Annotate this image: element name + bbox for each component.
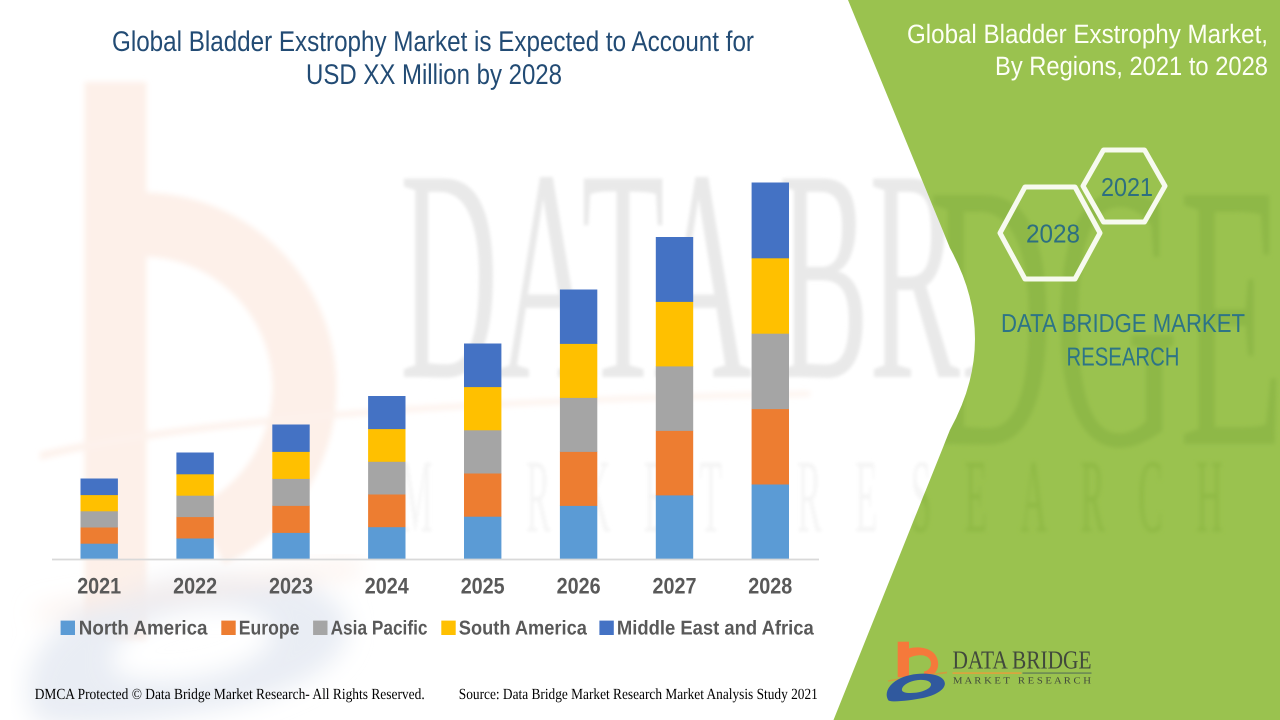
svg-text:South America: South America (459, 618, 588, 640)
svg-text:DATA BRIDGE: DATA BRIDGE (953, 646, 1092, 675)
svg-text:USD XX Million by 2028: USD XX Million by 2028 (306, 59, 562, 91)
svg-text:2024: 2024 (365, 574, 409, 599)
svg-text:Middle East and Africa: Middle East and Africa (617, 618, 815, 640)
svg-text:DATA BRIDGE MARKET: DATA BRIDGE MARKET (1001, 308, 1245, 338)
svg-text:2025: 2025 (461, 574, 505, 599)
svg-text:2022: 2022 (173, 574, 217, 599)
svg-text:North America: North America (79, 618, 209, 640)
svg-text:2021: 2021 (1101, 172, 1153, 202)
svg-text:2026: 2026 (557, 574, 601, 599)
svg-text:Asia Pacific: Asia Pacific (331, 618, 428, 640)
svg-text:By Regions, 2021 to 2028: By Regions, 2021 to 2028 (995, 51, 1268, 81)
svg-text:2023: 2023 (269, 574, 313, 599)
svg-text:Global Bladder Exstrophy Marke: Global Bladder Exstrophy Market, (907, 19, 1268, 49)
svg-text:2028: 2028 (1026, 218, 1080, 248)
svg-text:Europe: Europe (239, 618, 300, 640)
svg-text:Source: Data Bridge Market Res: Source: Data Bridge Market Research Mark… (459, 686, 818, 703)
svg-text:RESEARCH: RESEARCH (1067, 341, 1180, 371)
svg-text:DMCA Protected © Data Bridge M: DMCA Protected © Data Bridge Market Rese… (35, 686, 425, 703)
svg-text:2027: 2027 (653, 574, 697, 599)
svg-text:2028: 2028 (748, 574, 792, 599)
svg-text:Global Bladder Exstrophy Marke: Global Bladder Exstrophy Market is Expec… (112, 26, 754, 58)
svg-text:M A R K E T R E S E A R C H: M A R K E T R E S E A R C H (953, 677, 1091, 687)
svg-text:2021: 2021 (77, 574, 121, 599)
